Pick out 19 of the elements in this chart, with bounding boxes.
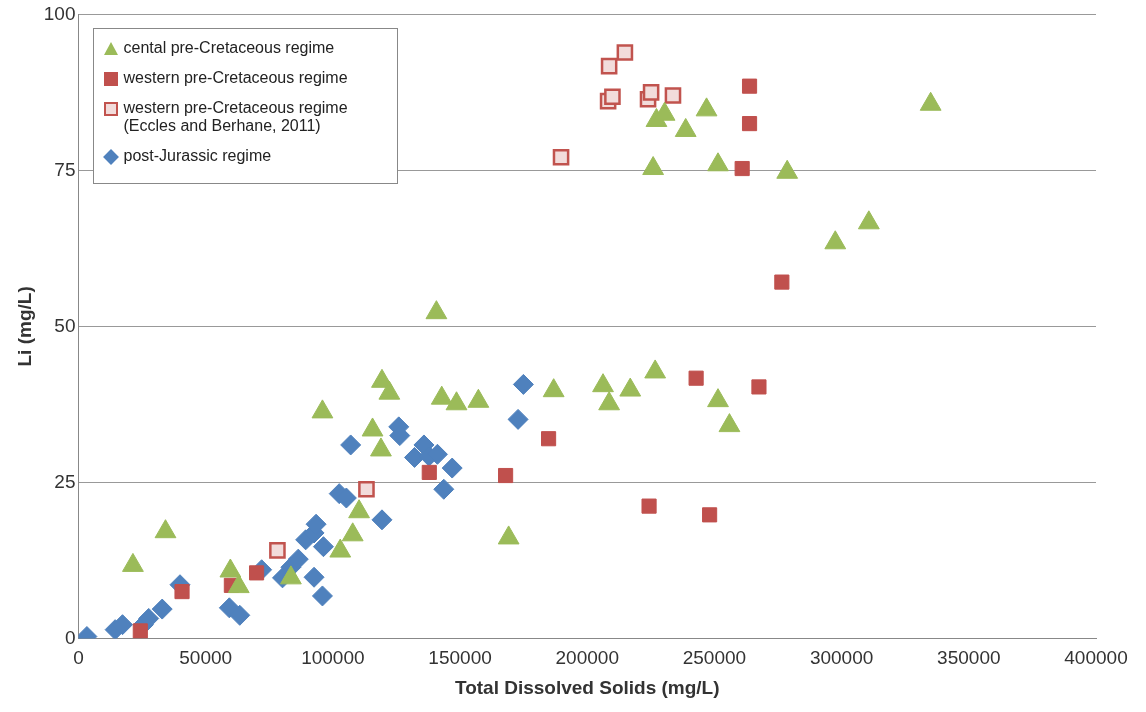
x-tick-label: 150000 xyxy=(428,647,492,669)
x-tick-label: 50000 xyxy=(179,647,233,669)
x-tick-label: 350000 xyxy=(937,647,1001,669)
x-tick-label: 400000 xyxy=(1064,647,1128,669)
y-axis-title: Li (mg/L) xyxy=(13,286,35,367)
legend-label: post-Jurassic regime xyxy=(123,147,272,166)
legend-label: western pre-Cretaceous regime (Eccles and Berhane, 2011) xyxy=(123,99,349,136)
x-axis-title: Total Dissolved Solids (mg/L) xyxy=(454,676,720,698)
y-tick-label: 75 xyxy=(54,158,76,180)
y-tick-label: 100 xyxy=(43,2,76,24)
x-tick-label: 300000 xyxy=(809,647,874,669)
x-tick-label: 250000 xyxy=(682,647,747,669)
y-tick-label: 50 xyxy=(54,314,76,336)
x-tick-label: 100000 xyxy=(301,647,365,669)
y-tick-label: 25 xyxy=(54,470,76,492)
x-tick-label: 200000 xyxy=(555,647,619,669)
legend-label: western pre-Cretaceous regime xyxy=(123,69,348,88)
legend-label: cental pre-Cretaceous regime xyxy=(123,39,335,58)
y-tick-label: 0 xyxy=(64,626,76,648)
